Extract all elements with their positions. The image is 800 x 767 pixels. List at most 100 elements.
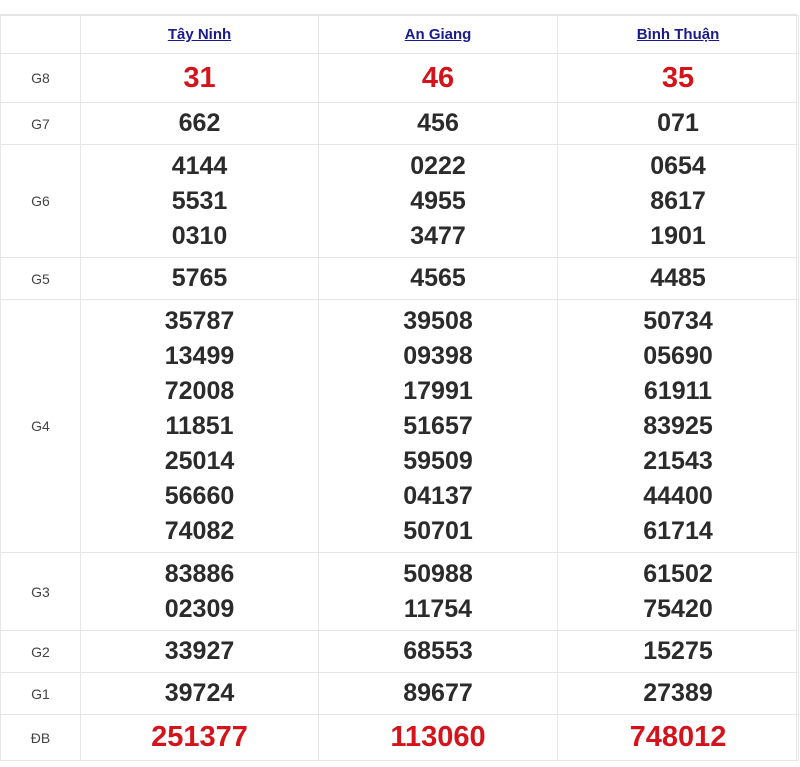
- result-number: 50734: [643, 306, 713, 335]
- result-number: 11754: [403, 594, 473, 623]
- prize-row-db: ĐB 251377 113060 748012: [0, 714, 799, 761]
- prize-label: ĐB: [0, 714, 81, 761]
- result-number: 74082: [164, 516, 235, 545]
- result-number: 071: [657, 109, 699, 137]
- result-number: 56660: [164, 481, 235, 510]
- result-cell: 33927: [80, 630, 319, 673]
- result-number: 5531: [171, 186, 228, 215]
- result-cell: 31: [80, 53, 319, 103]
- prize-label: G2: [0, 630, 81, 673]
- result-cell: 456: [318, 102, 558, 145]
- prize-row-g7: G7 662 456 071: [0, 102, 799, 145]
- result-cell: 748012: [557, 714, 799, 761]
- result-number: 05690: [643, 341, 713, 370]
- result-cell: 35787 13499 72008 11851 25014 56660 74082: [80, 299, 319, 553]
- lottery-results-table: Tây Ninh An Giang Bình Thuận G8 31 46 35 G7 6…: [0, 15, 799, 761]
- header-empty-cell: [0, 15, 81, 54]
- result-number: 61911: [643, 376, 713, 405]
- result-number: 61714: [643, 516, 713, 545]
- result-number: 33927: [164, 637, 235, 665]
- result-number: 17991: [403, 376, 473, 405]
- result-number: 21543: [643, 446, 713, 475]
- result-number: 83886: [164, 559, 235, 588]
- result-cell: 071: [557, 102, 799, 145]
- result-number: 27389: [643, 679, 713, 707]
- result-number: 50701: [403, 516, 473, 545]
- prize-label: G8: [0, 53, 81, 103]
- result-number: 1901: [650, 221, 706, 250]
- prize-row-g1: G1 39724 89677 27389: [0, 672, 799, 715]
- result-cell: 39508 09398 17991 51657 59509 04137 50701: [318, 299, 558, 553]
- result-number: 89677: [403, 679, 473, 707]
- result-number: 39508: [403, 306, 473, 335]
- result-number: 68553: [403, 637, 473, 665]
- result-number: 50988: [403, 559, 473, 588]
- result-cell: 35: [557, 53, 799, 103]
- result-number: 456: [417, 109, 459, 137]
- result-number: 3477: [410, 221, 466, 250]
- result-cell: 39724: [80, 672, 319, 715]
- result-number: 59509: [403, 446, 473, 475]
- result-number: 61502: [643, 559, 713, 588]
- result-cell: 68553: [318, 630, 558, 673]
- result-cell: 0222 4955 3477: [318, 144, 558, 258]
- result-number: 39724: [164, 679, 235, 707]
- result-number: 44400: [643, 481, 713, 510]
- result-number: 09398: [403, 341, 473, 370]
- result-cell: 46: [318, 53, 558, 103]
- result-number: 4955: [410, 186, 466, 215]
- result-number: 35: [661, 61, 695, 94]
- result-number: 51657: [403, 411, 473, 440]
- province-link-binh-thuan[interactable]: Bình Thuận: [636, 26, 720, 43]
- prize-label: G1: [0, 672, 81, 715]
- result-number: 4485: [650, 264, 706, 292]
- result-cell: 27389: [557, 672, 799, 715]
- result-number: 15275: [643, 637, 713, 665]
- result-cell: 61502 75420: [557, 552, 799, 631]
- result-number: 83925: [643, 411, 713, 440]
- result-number: 0654: [650, 151, 706, 180]
- prize-row-g5: G5 5765 4565 4485: [0, 257, 799, 300]
- result-number: 4144: [171, 151, 228, 180]
- result-cell: 83886 02309: [80, 552, 319, 631]
- result-cell: 0654 8617 1901: [557, 144, 799, 258]
- result-number: 75420: [643, 594, 713, 623]
- result-cell: 15275: [557, 630, 799, 673]
- result-number: 5765: [171, 264, 228, 292]
- prize-label: G3: [0, 552, 81, 631]
- result-number: 35787: [164, 306, 235, 335]
- prize-label: G6: [0, 144, 81, 258]
- result-number: 0310: [171, 221, 228, 250]
- result-number: 13499: [164, 341, 235, 370]
- result-number: 72008: [164, 376, 235, 405]
- result-cell: 4485: [557, 257, 799, 300]
- result-number: 113060: [390, 721, 486, 753]
- result-cell: 50734 05690 61911 83925 21543 44400 61714: [557, 299, 799, 553]
- prize-row-g6: G6 4144 5531 0310 0222 4955 3477 0654 8617 1901: [0, 144, 799, 258]
- result-number: 11851: [165, 411, 234, 440]
- header-province-2: An Giang: [318, 15, 558, 54]
- prize-label: G5: [0, 257, 81, 300]
- result-number: 662: [178, 109, 221, 137]
- result-number: 25014: [164, 446, 235, 475]
- result-cell: 89677: [318, 672, 558, 715]
- header-row: Tây Ninh An Giang Bình Thuận: [0, 15, 799, 54]
- header-province-3: Bình Thuận: [557, 15, 799, 54]
- result-cell: 113060: [318, 714, 558, 761]
- result-number: 251377: [151, 721, 248, 753]
- lottery-results-table-container: Tây Ninh An Giang Bình Thuận G8 31 46 35 G7 6…: [0, 14, 799, 761]
- province-link-tay-ninh[interactable]: Tây Ninh: [167, 26, 232, 43]
- result-cell: 662: [80, 102, 319, 145]
- prize-row-g4: G4 35787 13499 72008 11851 25014 56660 74082 395…: [0, 299, 799, 553]
- result-number: 748012: [629, 721, 727, 753]
- result-cell: 4565: [318, 257, 558, 300]
- province-link-an-giang[interactable]: An Giang: [404, 26, 472, 43]
- prize-label: G4: [0, 299, 81, 553]
- result-cell: 251377: [80, 714, 319, 761]
- prize-row-g2: G2 33927 68553 15275: [0, 630, 799, 673]
- header-province-1: Tây Ninh: [80, 15, 319, 54]
- prize-row-g8: G8 31 46 35: [0, 53, 799, 103]
- prize-label: G7: [0, 102, 81, 145]
- result-number: 04137: [403, 481, 473, 510]
- result-number: 4565: [410, 264, 466, 292]
